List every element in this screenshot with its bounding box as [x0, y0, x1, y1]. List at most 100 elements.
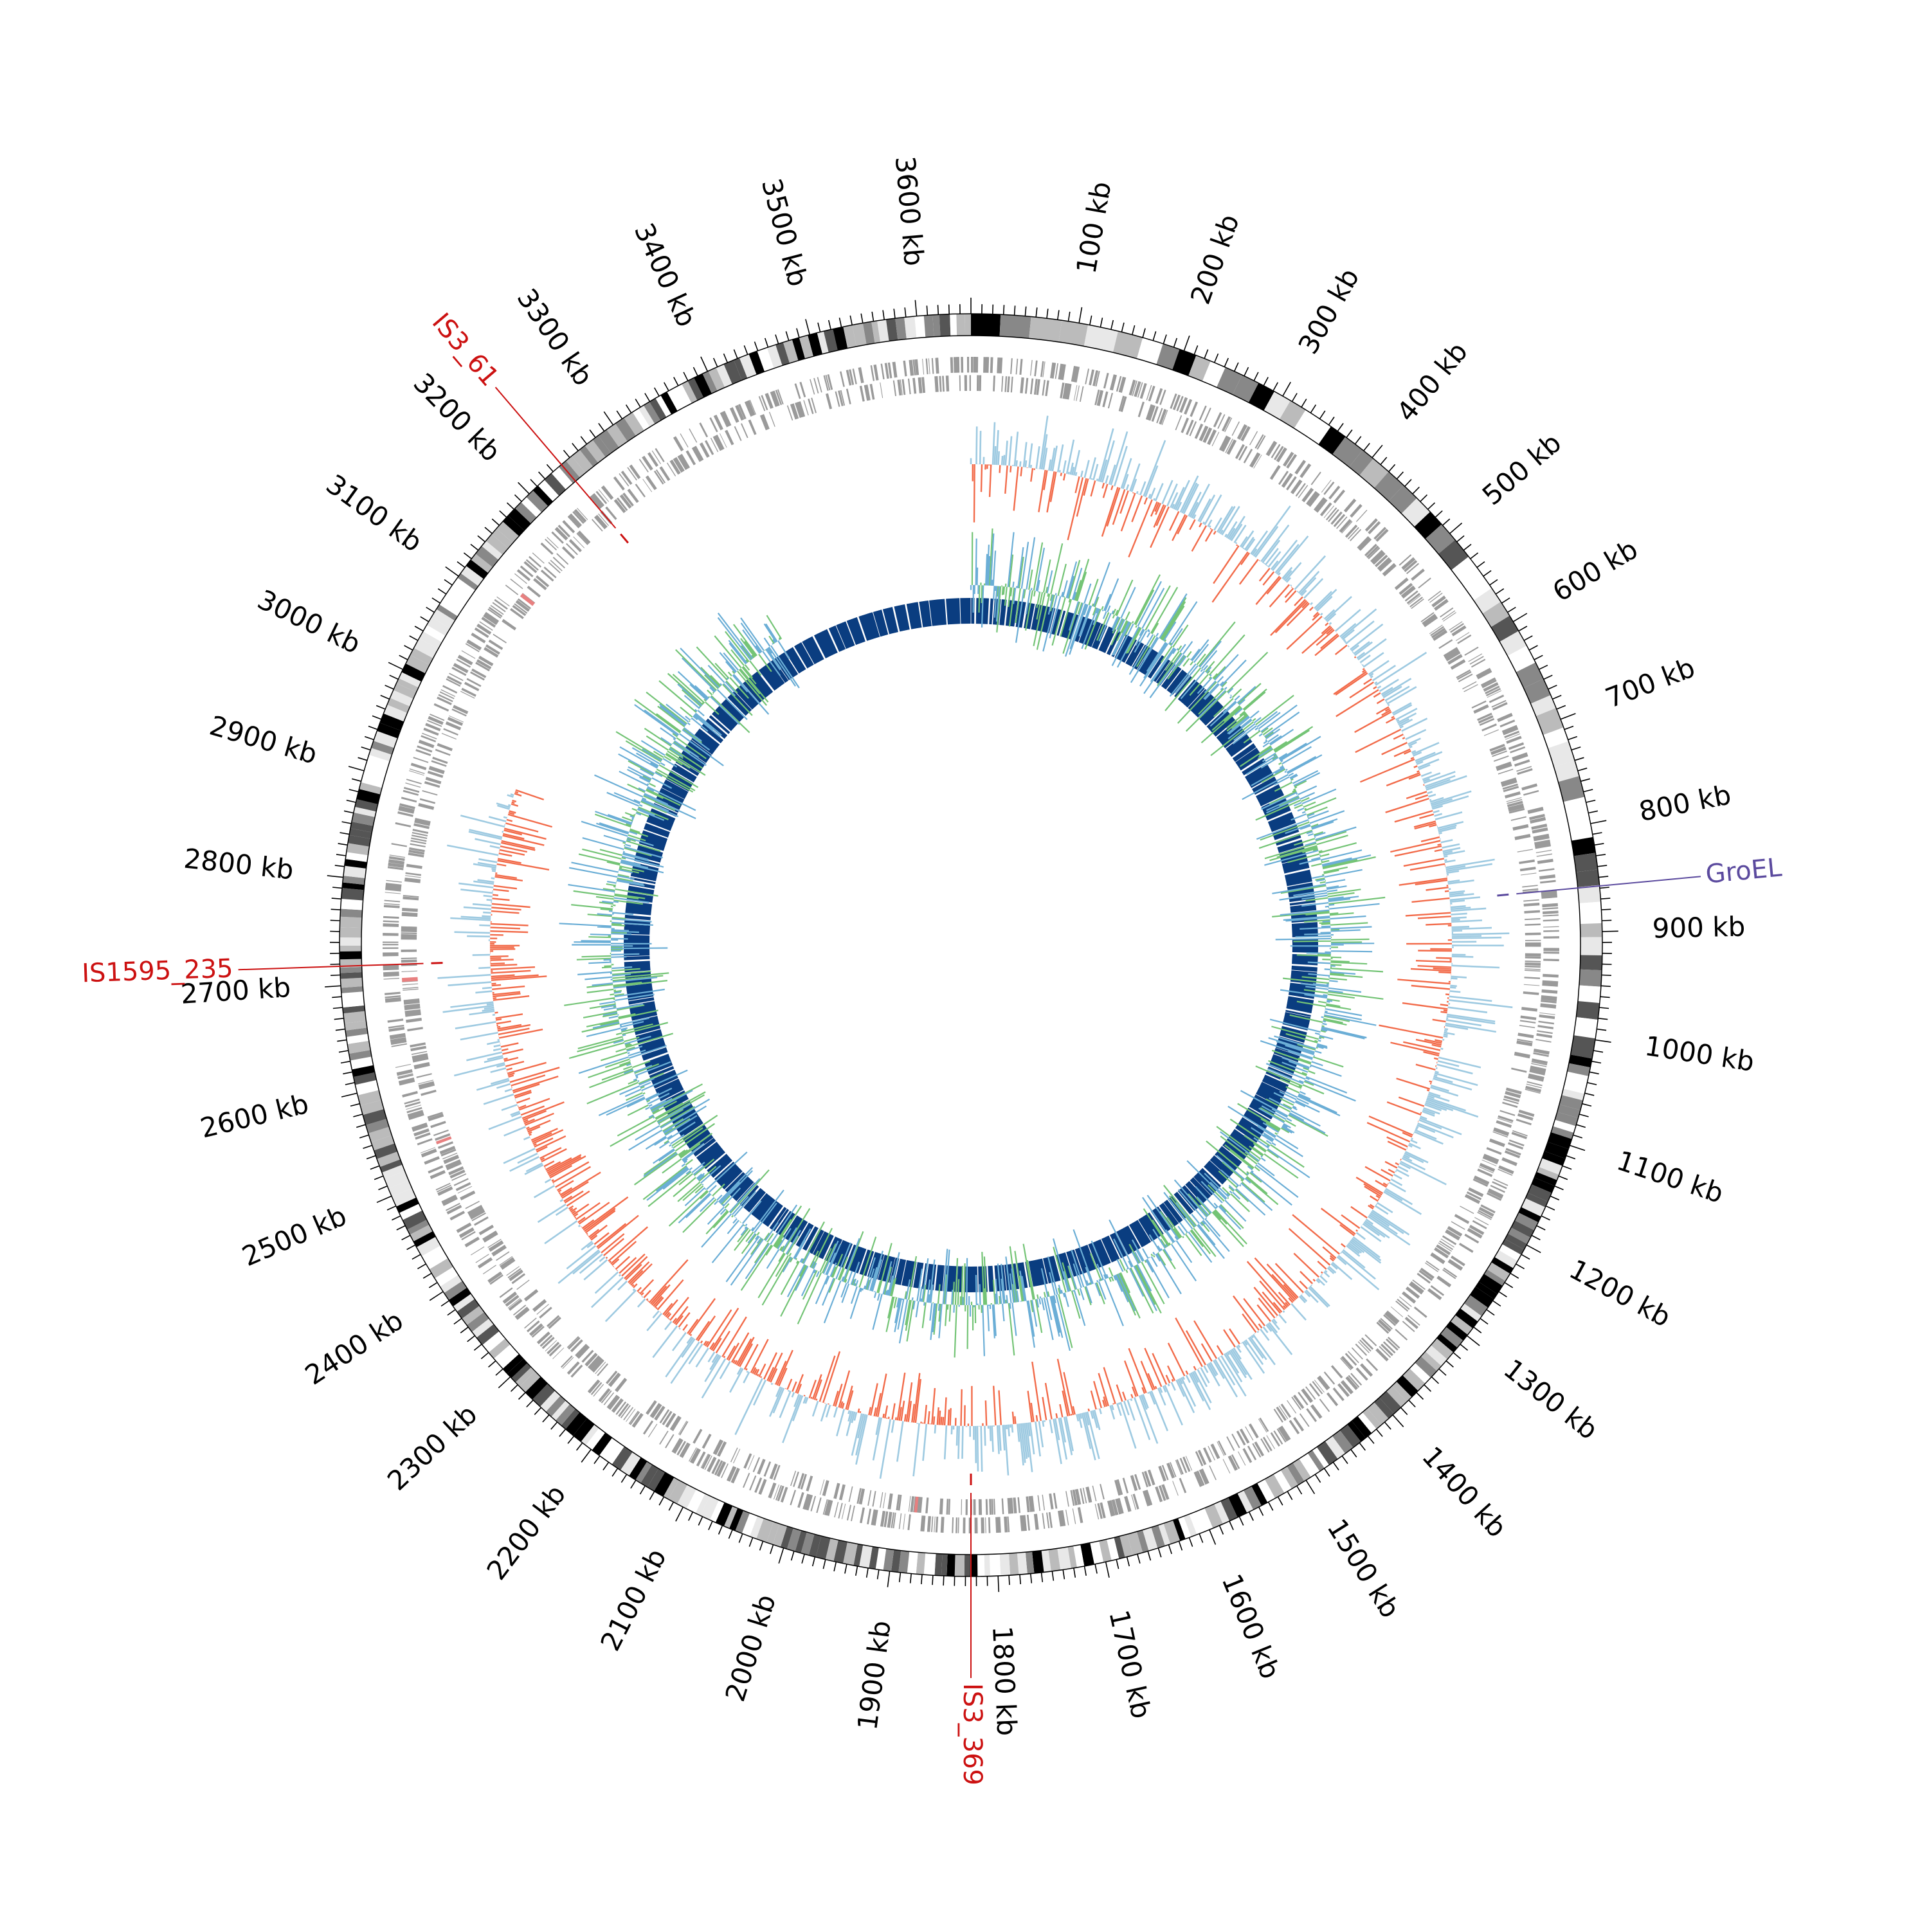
karyotype-band — [471, 1318, 494, 1338]
karyotype-band — [493, 1344, 514, 1364]
karyotype-band — [515, 501, 537, 524]
karyotype-band — [377, 723, 401, 739]
karyotype-band — [545, 1395, 566, 1417]
karyotype-band — [1151, 1525, 1165, 1549]
karyotype-band — [709, 1500, 725, 1523]
karyotype-band — [379, 1159, 403, 1173]
karyotype-band — [386, 698, 410, 713]
tick-label: 1100 kb — [1613, 1144, 1727, 1209]
karyotype-band — [1431, 1338, 1454, 1360]
karyotype-band — [599, 1438, 619, 1461]
karyotype-band — [1057, 1546, 1071, 1571]
karyotype-band — [466, 1312, 489, 1332]
karyotype-band — [1535, 708, 1564, 736]
karyotype-band — [702, 370, 718, 393]
karyotype-band — [1347, 1421, 1366, 1442]
karyotype-band — [1391, 1381, 1412, 1402]
karyotype-band — [885, 318, 898, 341]
karyotype-band — [507, 1359, 528, 1378]
karyotype-band — [1528, 1184, 1552, 1202]
karyotype-band — [344, 1020, 367, 1031]
karyotype-band — [343, 1011, 367, 1024]
karyotype-band — [482, 1331, 505, 1353]
karyotype-band — [1558, 776, 1585, 802]
karyotype-band — [371, 1135, 395, 1151]
karyotype-band — [561, 1409, 580, 1429]
karyotype-band — [1396, 1375, 1418, 1398]
karyotype-band — [686, 1489, 705, 1513]
karyotype-band — [1507, 646, 1536, 673]
karyotype-band — [368, 748, 392, 762]
karyotype-band — [843, 325, 856, 348]
karyotype-band — [592, 435, 611, 458]
karyotype-band — [775, 342, 790, 366]
karyotype-band — [448, 583, 471, 603]
karyotype-band — [1450, 1315, 1473, 1335]
karyotype-band — [723, 1506, 738, 1529]
gene-tile-highlight — [435, 1136, 452, 1144]
karyotype-band — [1172, 349, 1197, 376]
karyotype-band — [532, 1384, 556, 1407]
karyotype-band — [1536, 1166, 1559, 1180]
karyotype-band — [426, 1252, 448, 1270]
tick-label: 2500 kb — [237, 1200, 351, 1272]
karyotype-band — [1494, 1250, 1518, 1268]
karyotype-band — [1080, 1542, 1094, 1567]
karyotype-band — [1505, 1233, 1528, 1250]
karyotype-band — [853, 1544, 864, 1567]
karyotype-band — [344, 859, 367, 869]
karyotype-band — [384, 1171, 409, 1189]
tick-label: 900 kb — [1652, 911, 1746, 944]
tick-label: 500 kb — [1476, 427, 1568, 511]
karyotype-band — [1325, 1436, 1346, 1459]
karyotype-band — [964, 1554, 970, 1576]
karyotype-band — [453, 577, 476, 597]
karyotype-band — [1318, 426, 1346, 455]
karyotype-inner-outline — [361, 335, 1581, 1555]
karyotype-band — [635, 1461, 653, 1483]
karyotype-band — [667, 388, 684, 411]
tick-label: 3300 kb — [511, 283, 599, 392]
karyotype-band — [660, 392, 678, 415]
karyotype-band — [551, 1400, 570, 1421]
karyotype-band — [1017, 1552, 1028, 1575]
tick-label: 2400 kb — [300, 1305, 409, 1391]
gc-content-green — [564, 528, 1386, 1358]
karyotype-band — [402, 1210, 427, 1230]
karyotype-band — [932, 314, 941, 337]
karyotype-band — [624, 411, 644, 437]
karyotype-band — [1460, 1303, 1482, 1322]
karyotype-band — [1257, 1479, 1276, 1503]
karyotype-band — [350, 821, 374, 833]
karyotype-band — [410, 647, 433, 665]
tick-label: 2600 kb — [197, 1088, 312, 1144]
karyotype-band — [871, 320, 881, 343]
karyotype-band — [977, 1554, 985, 1576]
karyotype-band — [581, 1424, 599, 1446]
karyotype-band — [643, 401, 661, 424]
karyotype-band — [663, 1477, 679, 1499]
karyotype-band — [615, 417, 636, 442]
karyotype-band — [1490, 615, 1519, 642]
karyotype-band — [1183, 1514, 1197, 1537]
karyotype-band — [1577, 885, 1601, 903]
karyotype-band — [340, 966, 362, 973]
karyotype-band — [406, 655, 430, 674]
karyotype-band — [695, 1494, 710, 1516]
karyotype-band — [566, 456, 586, 478]
karyotype-band — [1136, 1530, 1149, 1553]
karyotype-band — [1032, 1550, 1044, 1574]
karyotype-band — [1555, 1112, 1579, 1126]
karyotype-band — [520, 1371, 541, 1393]
gene-track — [382, 357, 1559, 1533]
karyotype-band — [1204, 1504, 1223, 1529]
karyotype-band — [388, 1180, 412, 1197]
karyotype-band — [1580, 955, 1602, 971]
tick-label: 3500 kb — [756, 176, 814, 290]
karyotype-band — [1551, 1126, 1574, 1139]
karyotype-band — [1233, 375, 1259, 403]
karyotype-band — [347, 1040, 371, 1054]
karyotype-band — [1379, 1391, 1402, 1414]
